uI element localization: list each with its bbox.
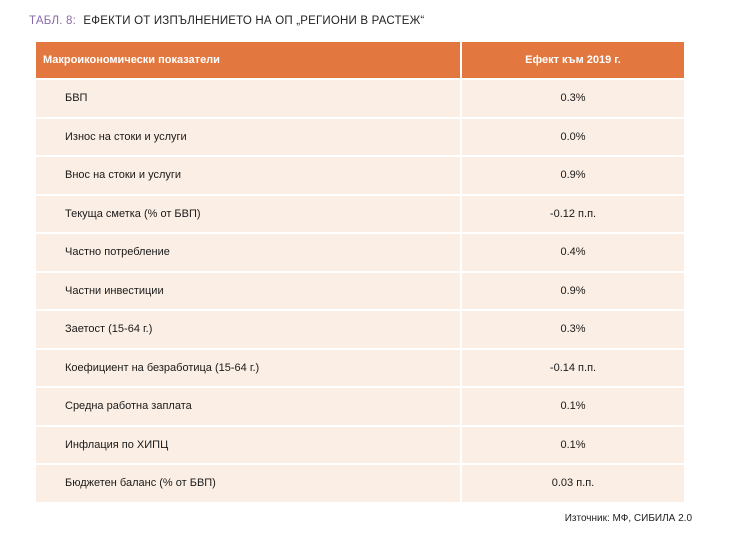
effects-table: Макроикономически показатели Ефект към 2… bbox=[36, 42, 684, 502]
indicator-cell: Заетост (15-64 г.) bbox=[36, 309, 462, 349]
indicator-cell: Износ на стоки и услуги bbox=[36, 116, 462, 156]
value-cell: -0.12 п.п. bbox=[461, 193, 684, 233]
caption-title: ЕФЕКТИ ОТ ИЗПЪЛНЕНИЕТО НА ОП „РЕГИОНИ В … bbox=[83, 15, 425, 27]
table-row: Частно потребление 0.4% bbox=[36, 232, 684, 272]
value-cell: 0.1% bbox=[461, 424, 684, 464]
value-cell: 0.4% bbox=[461, 232, 684, 272]
value-cell: 0.9% bbox=[461, 155, 684, 195]
value-cell: -0.14 п.п. bbox=[461, 347, 684, 387]
indicator-cell: Внос на стоки и услуги bbox=[36, 155, 462, 195]
indicator-cell: Бюджетен баланс (% от БВП) bbox=[36, 463, 462, 502]
table-caption: ТАБЛ. 8: ЕФЕКТИ ОТ ИЗПЪЛНЕНИЕТО НА ОП „Р… bbox=[29, 15, 424, 27]
table-row: Частни инвестиции 0.9% bbox=[36, 270, 684, 310]
table-row: Заетост (15-64 г.) 0.3% bbox=[36, 309, 684, 349]
caption-label: ТАБЛ. 8: bbox=[29, 15, 76, 27]
table-row: Коефициент на безработица (15-64 г.) -0.… bbox=[36, 347, 684, 387]
source-note: Източник: МФ, СИБИЛА 2.0 bbox=[564, 513, 692, 524]
value-cell: 0.03 п.п. bbox=[461, 463, 684, 502]
table-row: Износ на стоки и услуги 0.0% bbox=[36, 116, 684, 156]
indicator-cell: БВП bbox=[36, 78, 462, 118]
value-cell: 0.0% bbox=[461, 116, 684, 156]
table-row: Бюджетен баланс (% от БВП) 0.03 п.п. bbox=[36, 463, 684, 502]
table-row: БВП 0.3% bbox=[36, 78, 684, 118]
value-cell: 0.3% bbox=[461, 309, 684, 349]
indicator-cell: Частни инвестиции bbox=[36, 270, 462, 310]
table-row: Средна работна заплата 0.1% bbox=[36, 386, 684, 426]
column-header-effect: Ефект към 2019 г. bbox=[461, 42, 684, 79]
indicator-cell: Средна работна заплата bbox=[36, 386, 462, 426]
table-row: Внос на стоки и услуги 0.9% bbox=[36, 155, 684, 195]
indicator-cell: Текуща сметка (% от БВП) bbox=[36, 193, 462, 233]
table-row: Инфлация по ХИПЦ 0.1% bbox=[36, 424, 684, 464]
indicator-cell: Коефициент на безработица (15-64 г.) bbox=[36, 347, 462, 387]
table-header-row: Макроикономически показатели Ефект към 2… bbox=[36, 42, 684, 79]
column-header-indicators: Макроикономически показатели bbox=[36, 42, 462, 79]
indicator-cell: Инфлация по ХИПЦ bbox=[36, 424, 462, 464]
value-cell: 0.3% bbox=[461, 78, 684, 118]
table-row: Текуща сметка (% от БВП) -0.12 п.п. bbox=[36, 193, 684, 233]
indicator-cell: Частно потребление bbox=[36, 232, 462, 272]
value-cell: 0.9% bbox=[461, 270, 684, 310]
value-cell: 0.1% bbox=[461, 386, 684, 426]
